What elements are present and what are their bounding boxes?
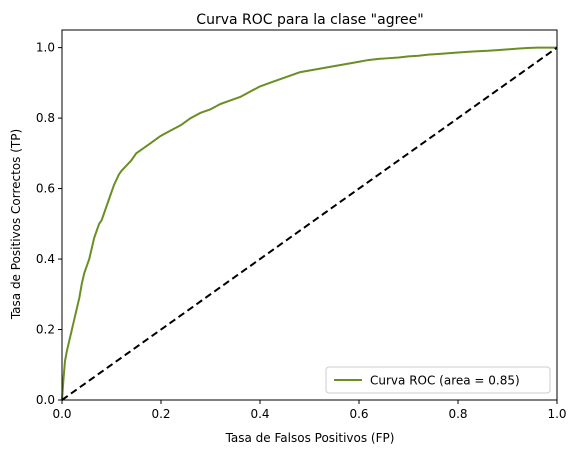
y-tick-label: 0.4: [36, 252, 55, 266]
plot-frame: [61, 29, 558, 401]
y-tick-label: 0.8: [36, 111, 55, 125]
x-axis-label: Tasa de Falsos Positivos (FP): [225, 431, 395, 445]
random-baseline-line: [61, 46, 558, 401]
x-tick-label: 0.6: [349, 407, 368, 421]
x-tick-label: 0.8: [448, 407, 467, 421]
legend-entry-roc: Curva ROC (area = 0.85): [370, 374, 520, 388]
x-tick-label: 0.2: [151, 407, 170, 421]
x-tick-label: 1.0: [547, 407, 566, 421]
chart-title: Curva ROC para la clase "agree": [196, 12, 423, 28]
x-tick-label: 0.0: [52, 407, 71, 421]
legend-box: [325, 366, 551, 394]
y-tick-label: 1.0: [36, 41, 55, 55]
y-axis-label: Tasa de Positivos Correctos (TP): [9, 129, 23, 320]
y-tick-label: 0.0: [36, 393, 55, 407]
plot-area: 0.0 0.2 0.4 0.6 0.8 1.0 0.0 0.2 0.4 0.6 0.8 1.0 Curv…: [36, 29, 567, 421]
roc-curve-line: [61, 46, 557, 401]
y-tick-label: 0.6: [36, 182, 55, 196]
x-tick-label: 0.4: [250, 407, 269, 421]
y-tick-label: 0.2: [36, 323, 55, 337]
